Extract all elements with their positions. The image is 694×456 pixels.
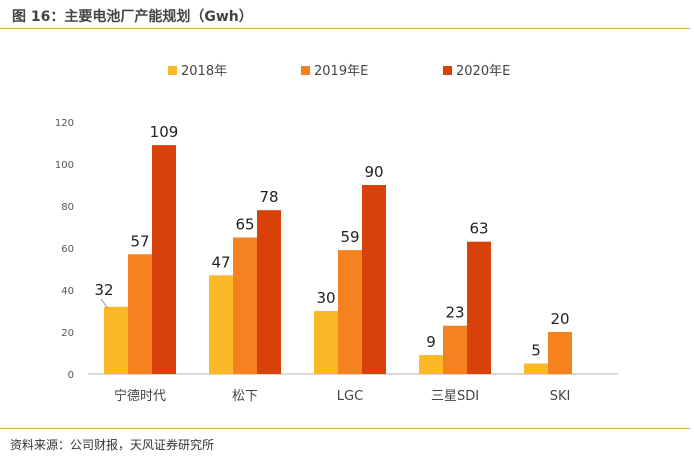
data-label: 5: [531, 342, 541, 360]
bar: [104, 306, 128, 374]
legend-label: 2019年E: [314, 64, 368, 79]
y-tick-label: 60: [61, 244, 74, 255]
data-label: 78: [259, 188, 278, 206]
category-label: 松下: [232, 389, 258, 404]
bar: [467, 241, 491, 374]
bar: [362, 185, 386, 374]
legend-label: 2020年E: [456, 64, 510, 79]
category-label: 宁德时代: [114, 388, 166, 404]
bar: [443, 325, 467, 374]
bar: [338, 250, 362, 374]
y-tick-label: 100: [55, 160, 74, 171]
data-label: 9: [426, 333, 436, 351]
legend-label: 2018年: [181, 64, 227, 79]
bar: [524, 363, 548, 374]
leader-line: [100, 298, 109, 310]
legend-swatch: [301, 66, 310, 75]
category-label: LGC: [337, 389, 363, 404]
data-label: 47: [211, 253, 230, 271]
data-label: 109: [150, 123, 179, 141]
data-label: 63: [469, 220, 488, 238]
bar: [152, 145, 176, 374]
figure-title: 图 16：主要电池厂产能规划（Gwh）: [12, 9, 253, 25]
data-label: 57: [130, 232, 149, 250]
legend-swatch: [168, 66, 177, 75]
bar: [314, 311, 338, 374]
bar: [548, 332, 572, 374]
data-label: 90: [364, 163, 383, 181]
y-tick-label: 40: [61, 286, 74, 297]
top-divider: [0, 28, 690, 29]
y-tick-label: 0: [68, 370, 74, 381]
bar: [233, 237, 257, 374]
category-label: SKI: [550, 389, 571, 404]
y-tick-label: 120: [55, 118, 74, 129]
data-label: 30: [316, 289, 335, 307]
data-label: 23: [445, 304, 464, 322]
bar: [128, 254, 152, 374]
bottom-divider: [0, 428, 690, 429]
data-label: 32: [94, 281, 113, 299]
category-label: 三星SDI: [431, 389, 479, 404]
legend-swatch: [443, 66, 452, 75]
bar: [257, 210, 281, 374]
bar: [209, 275, 233, 374]
data-label: 65: [235, 216, 254, 234]
y-tick-label: 20: [61, 328, 74, 339]
bar: [419, 355, 443, 374]
data-label: 59: [340, 228, 359, 246]
data-label: 20: [550, 310, 569, 328]
y-tick-label: 80: [61, 202, 74, 213]
source-note: 资料来源：公司财报，天风证券研究所: [10, 438, 215, 452]
